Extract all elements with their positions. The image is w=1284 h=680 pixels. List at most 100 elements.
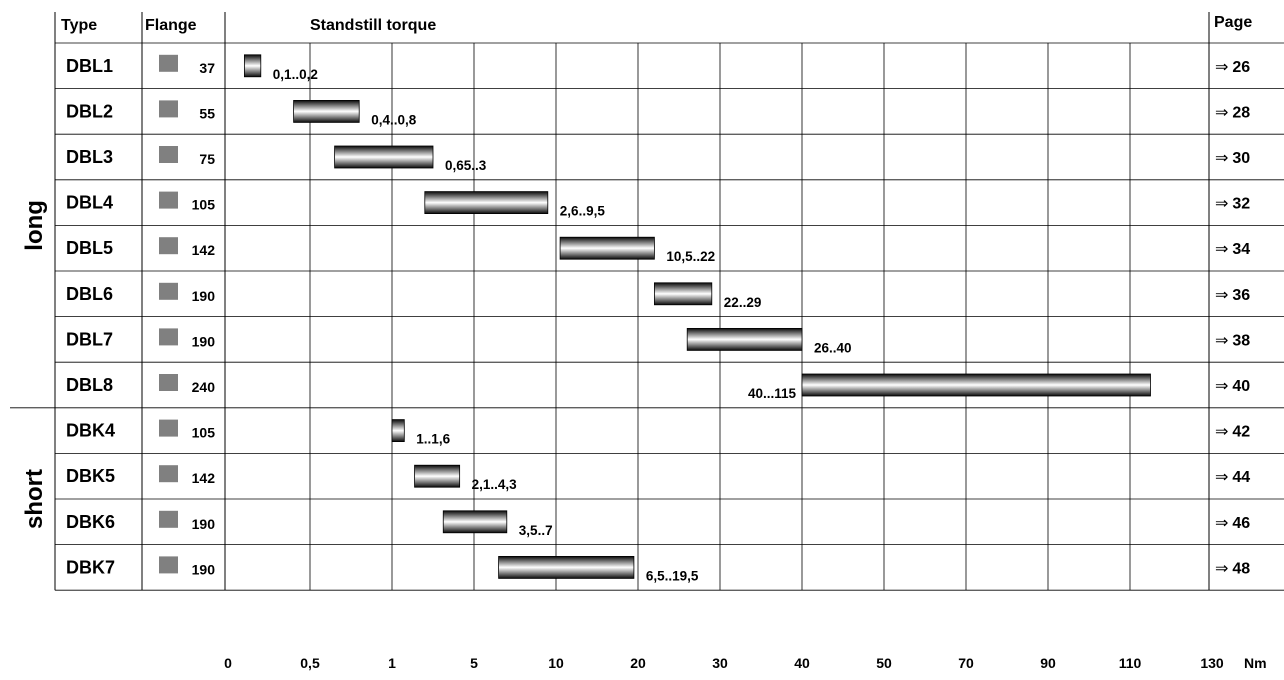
torque-range-label: 0,4..0,8 — [371, 112, 417, 127]
type-label: DBL5 — [66, 238, 113, 258]
flange-value: 190 — [192, 516, 216, 532]
torque-bar — [414, 464, 461, 488]
x-tick-label: 1 — [388, 655, 396, 671]
page-number: 34 — [1232, 241, 1250, 258]
page-header: Page — [1214, 14, 1252, 31]
torque-range-label: 2,6..9,5 — [560, 204, 606, 219]
flange-value: 105 — [192, 425, 216, 441]
flange-square-icon — [159, 282, 178, 300]
type-label: DBL8 — [66, 375, 113, 395]
x-tick-label: 130 — [1200, 655, 1224, 671]
flange-value: 240 — [192, 379, 216, 395]
torque-bar — [442, 510, 508, 534]
page-arrow-icon: ⇒ — [1215, 332, 1228, 349]
table-row: DBL5 142 10,5..22 ⇒ 34 — [66, 236, 1250, 264]
page-reference[interactable]: ⇒ 34 — [1215, 241, 1250, 258]
page-number: 42 — [1232, 424, 1250, 441]
flange-square-icon — [159, 100, 178, 118]
type-label: DBK6 — [66, 512, 115, 532]
group-label-short: short — [21, 469, 48, 529]
table-row: DBL2 55 0,4..0,8 ⇒ 28 — [66, 100, 1250, 127]
table-row: DBL8 240 40...115 ⇒ 40 — [66, 373, 1250, 401]
page-reference[interactable]: ⇒ 40 — [1215, 378, 1250, 395]
torque-bar — [293, 100, 360, 123]
torque-bar — [334, 145, 434, 169]
page-number: 48 — [1232, 560, 1250, 577]
type-label: DBK4 — [66, 421, 115, 441]
torque-bar — [559, 236, 655, 260]
table-row: DBK7 190 6,5..19,5 ⇒ 48 — [66, 556, 1250, 583]
torque-range-label: 26..40 — [814, 340, 852, 355]
type-label: DBK7 — [66, 557, 115, 577]
flange-value: 190 — [192, 561, 216, 577]
table-row: DBL6 190 22..29 ⇒ 36 — [66, 282, 1250, 310]
x-tick-label: 10 — [548, 655, 564, 671]
torque-range-label: 10,5..22 — [666, 249, 715, 264]
x-tick-label: 0,5 — [300, 655, 320, 671]
flange-square-icon — [159, 328, 178, 346]
x-tick-label: 20 — [630, 655, 646, 671]
x-tick-label: 0 — [224, 655, 232, 671]
page-reference[interactable]: ⇒ 28 — [1215, 104, 1250, 121]
type-label: DBL3 — [66, 147, 113, 167]
torque-bar — [686, 327, 803, 351]
torque-bar — [391, 419, 405, 443]
flange-value: 105 — [192, 197, 216, 213]
x-tick-label: 90 — [1040, 655, 1056, 671]
torque-bar — [243, 54, 262, 78]
page-reference[interactable]: ⇒ 42 — [1215, 424, 1250, 441]
table-row: DBK6 190 3,5..7 ⇒ 46 — [66, 510, 1250, 538]
page-reference[interactable]: ⇒ 46 — [1215, 515, 1250, 532]
group-label-long: long — [21, 200, 48, 251]
flange-square-icon — [159, 146, 178, 163]
page-number: 40 — [1232, 378, 1250, 395]
x-tick-label: 30 — [712, 655, 728, 671]
page-reference[interactable]: ⇒ 38 — [1215, 332, 1250, 349]
torque-bar — [498, 556, 635, 579]
flange-square-icon — [159, 374, 178, 391]
torque-range-label: 6,5..19,5 — [646, 568, 699, 583]
table-header: Type Flange Standstill torque Page — [61, 14, 1252, 34]
torque-bar — [654, 282, 713, 306]
page-arrow-icon: ⇒ — [1215, 560, 1228, 577]
page-reference[interactable]: ⇒ 26 — [1215, 59, 1250, 76]
flange-square-icon — [159, 510, 178, 528]
x-tick-label: 110 — [1119, 655, 1142, 671]
page-reference[interactable]: ⇒ 32 — [1215, 196, 1250, 213]
page-reference[interactable]: ⇒ 48 — [1215, 560, 1250, 577]
x-tick-label: 40 — [794, 655, 810, 671]
page-arrow-icon: ⇒ — [1215, 104, 1228, 121]
page-reference[interactable]: ⇒ 30 — [1215, 150, 1250, 167]
page-number: 46 — [1232, 515, 1250, 532]
type-label: DBL6 — [66, 284, 113, 304]
flange-square-icon — [159, 419, 178, 437]
flange-value: 190 — [192, 333, 216, 349]
page-arrow-icon: ⇒ — [1215, 150, 1228, 167]
type-label: DBL1 — [66, 56, 113, 76]
page-number: 44 — [1232, 469, 1250, 486]
flange-value: 55 — [199, 105, 215, 121]
page-number: 36 — [1232, 287, 1250, 304]
table-row: DBK4 105 1..1,6 ⇒ 42 — [66, 419, 1250, 447]
grid-lines — [10, 12, 1284, 591]
page-arrow-icon: ⇒ — [1215, 287, 1228, 304]
flange-value: 190 — [192, 288, 216, 304]
page-arrow-icon: ⇒ — [1215, 59, 1228, 76]
flange-square-icon — [159, 237, 178, 255]
page-reference[interactable]: ⇒ 44 — [1215, 469, 1250, 486]
page-number: 32 — [1232, 196, 1250, 213]
type-label: DBL2 — [66, 101, 113, 121]
torque-bar — [801, 373, 1151, 397]
table-row: DBL4 105 2,6..9,5 ⇒ 32 — [66, 191, 1250, 219]
torque-range-label: 2,1..4,3 — [472, 477, 518, 492]
page-number: 38 — [1232, 332, 1250, 349]
page-reference[interactable]: ⇒ 36 — [1215, 287, 1250, 304]
page-number: 26 — [1232, 59, 1250, 76]
x-tick-label: 70 — [958, 655, 974, 671]
torque-range-label: 40...115 — [748, 386, 797, 401]
flange-square-icon — [159, 556, 178, 574]
x-axis-unit: Nm — [1244, 655, 1267, 671]
page-arrow-icon: ⇒ — [1215, 424, 1228, 441]
type-label: DBL4 — [66, 193, 113, 213]
